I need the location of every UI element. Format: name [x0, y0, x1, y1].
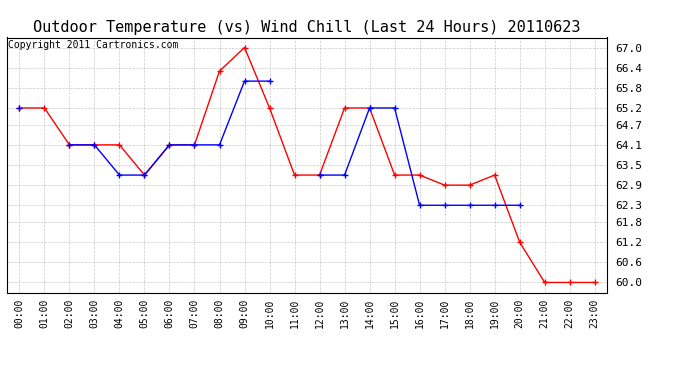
Title: Outdoor Temperature (vs) Wind Chill (Last 24 Hours) 20110623: Outdoor Temperature (vs) Wind Chill (Las…	[33, 20, 581, 35]
Text: Copyright 2011 Cartronics.com: Copyright 2011 Cartronics.com	[8, 40, 179, 50]
